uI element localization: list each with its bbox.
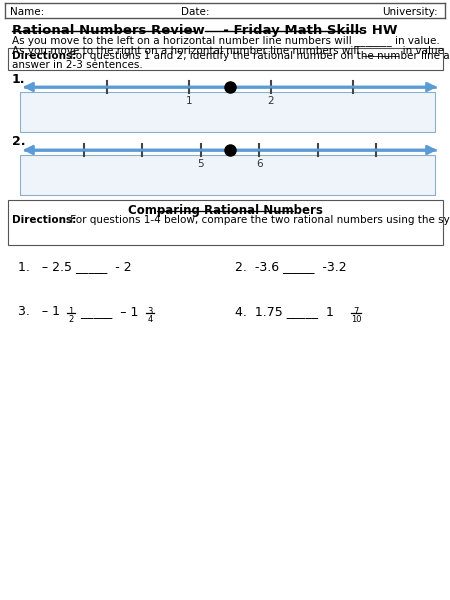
Text: 1.: 1. — [12, 73, 26, 86]
Text: As you move to the right on a horizontal number line numbers will _______ in val: As you move to the right on a horizontal… — [12, 45, 447, 56]
Text: 1.   – 2.5 _____  - 2: 1. – 2.5 _____ - 2 — [18, 260, 131, 273]
Text: 2: 2 — [68, 315, 74, 324]
Text: 3: 3 — [147, 307, 153, 316]
Text: 2: 2 — [268, 96, 274, 106]
Bar — [20, 155, 435, 195]
Text: 4: 4 — [148, 315, 153, 324]
Text: As you move to the left on a horizontal number line numbers will _______ in valu: As you move to the left on a horizontal … — [12, 35, 440, 46]
Bar — [8, 200, 443, 245]
Bar — [20, 92, 435, 132]
Text: Name:: Name: — [10, 7, 44, 17]
Text: Rational Numbers Review    - Friday Math Skills HW: Rational Numbers Review - Friday Math Sk… — [12, 24, 397, 37]
Text: 1: 1 — [68, 307, 74, 316]
Text: Date:: Date: — [181, 7, 209, 17]
Text: Directions:: Directions: — [12, 51, 76, 61]
Bar — [8, 48, 443, 70]
Text: 1: 1 — [186, 96, 192, 106]
Text: 7: 7 — [353, 307, 359, 316]
Text: 4.  1.75 _____  1: 4. 1.75 _____ 1 — [235, 305, 334, 318]
Text: 2.: 2. — [12, 135, 26, 148]
Text: 10: 10 — [351, 315, 361, 324]
Text: Directions:: Directions: — [12, 215, 76, 225]
Text: _____  – 1: _____ – 1 — [77, 305, 139, 318]
Text: For questions 1-4 below, compare the two rational numbers using the symbols < > : For questions 1-4 below, compare the two… — [67, 215, 450, 225]
Text: Comparing Rational Numbers: Comparing Rational Numbers — [127, 204, 323, 217]
Text: 3.   – 1: 3. – 1 — [18, 305, 60, 318]
Text: answer in 2-3 sentences.: answer in 2-3 sentences. — [12, 60, 143, 70]
Text: 5: 5 — [198, 159, 204, 169]
Text: For questions 1 and 2, identify the rational number on the number line and justi: For questions 1 and 2, identify the rati… — [67, 51, 450, 61]
Text: 6: 6 — [256, 159, 263, 169]
Text: University:: University: — [382, 7, 438, 17]
Text: 2.  -3.6 _____  -3.2: 2. -3.6 _____ -3.2 — [235, 260, 346, 273]
